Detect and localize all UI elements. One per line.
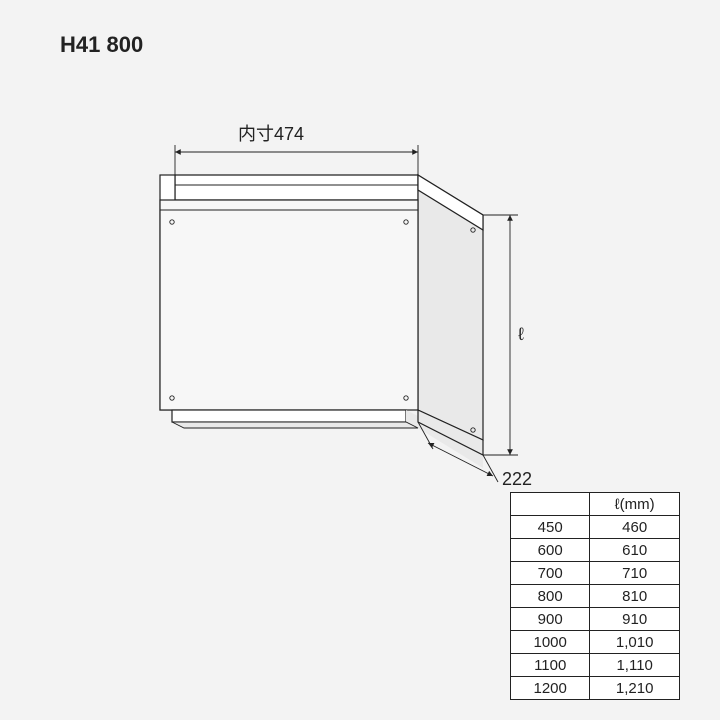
table-cell: 1200 xyxy=(511,677,590,700)
table-row: 900910 xyxy=(511,608,680,631)
table-cell: 1,210 xyxy=(590,677,680,700)
table-cell: 900 xyxy=(511,608,590,631)
table-cell: 710 xyxy=(590,562,680,585)
table-cell: 1,010 xyxy=(590,631,680,654)
table-cell: 610 xyxy=(590,539,680,562)
dimension-height-label: ℓ xyxy=(518,324,524,344)
table-cell: 460 xyxy=(590,516,680,539)
table-cell: 700 xyxy=(511,562,590,585)
table-cell: 1,110 xyxy=(590,654,680,677)
table-header-row: ℓ(mm) xyxy=(511,493,680,516)
table-cell: 800 xyxy=(511,585,590,608)
table-row: 600610 xyxy=(511,539,680,562)
table-header-blank xyxy=(511,493,590,516)
table-row: 12001,210 xyxy=(511,677,680,700)
table-header-l: ℓ(mm) xyxy=(590,493,680,516)
table-row: 450460 xyxy=(511,516,680,539)
technical-drawing: 内寸474 ℓ 222 xyxy=(110,100,560,500)
table-cell: 1000 xyxy=(511,631,590,654)
dimension-top: 内寸474 xyxy=(175,124,418,175)
table-cell: 810 xyxy=(590,585,680,608)
table-row: 11001,110 xyxy=(511,654,680,677)
table-cell: 450 xyxy=(511,516,590,539)
table-row: 10001,010 xyxy=(511,631,680,654)
dimension-table-element: ℓ(mm) 4504606006107007108008109009101000… xyxy=(510,492,680,700)
table-cell: 600 xyxy=(511,539,590,562)
dimension-table: ℓ(mm) 4504606006107007108008109009101000… xyxy=(510,492,680,700)
table-row: 700710 xyxy=(511,562,680,585)
table-cell: 910 xyxy=(590,608,680,631)
dimension-depth-label: 222 xyxy=(502,469,532,489)
page-title: H41 800 xyxy=(60,32,143,58)
table-cell: 1100 xyxy=(511,654,590,677)
dimension-height: ℓ xyxy=(483,215,524,455)
enclosure xyxy=(160,168,483,468)
dimension-top-label: 内寸474 xyxy=(238,124,304,144)
table-row: 800810 xyxy=(511,585,680,608)
